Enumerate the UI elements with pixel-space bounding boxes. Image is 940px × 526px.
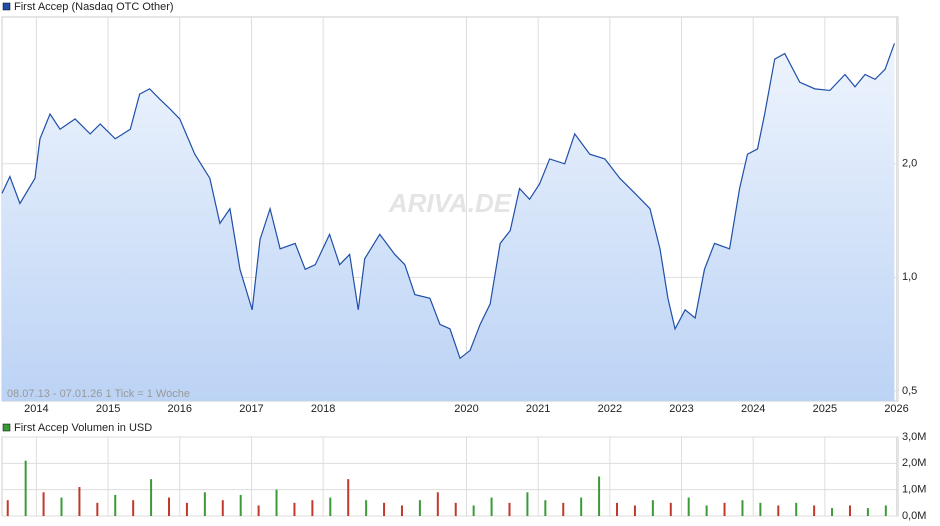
volume-bar: [741, 500, 744, 516]
y-tick-label: 3,0M: [902, 431, 926, 443]
volume-bar: [454, 502, 457, 516]
area: [2, 43, 895, 402]
y-tick-label: 2,0M: [902, 457, 926, 469]
x-tick-label: 2022: [598, 403, 622, 415]
volume-bar: [114, 494, 117, 516]
volume-bar: [221, 500, 224, 516]
price-line: [1, 43, 895, 360]
volume-bar: [436, 492, 439, 516]
volume-bar: [759, 502, 762, 516]
volume-bar: [257, 505, 260, 516]
volume-bar: [562, 502, 565, 516]
x-tick-label: 2016: [168, 403, 192, 415]
volume-bar: [490, 497, 493, 516]
legend-swatch: [2, 2, 11, 11]
volume-bar: [275, 489, 278, 516]
volume-bar: [42, 492, 45, 516]
volume-bar: [884, 505, 887, 516]
watermark: ARIVA.DE: [388, 188, 512, 218]
volume-bar: [24, 460, 27, 516]
chart-title: First Accep (Nasdaq OTC Other): [14, 1, 174, 13]
volume-bar: [544, 500, 547, 516]
volume-bar: [329, 497, 332, 516]
x-tick-label: 2017: [239, 403, 263, 415]
volume-bar: [400, 505, 403, 516]
x-tick-label: 2025: [813, 403, 837, 415]
volume-bar: [6, 500, 9, 516]
x-tick-label: 2026: [884, 403, 908, 415]
y-tick-label: 2,0: [902, 158, 917, 170]
volume-bar: [813, 505, 816, 516]
plot-area: [1, 436, 899, 517]
volume-bar: [687, 497, 690, 516]
volume-bar: [777, 505, 780, 516]
volume-bar: [168, 497, 171, 516]
legend-swatch: [2, 423, 11, 432]
volume-bar: [598, 476, 601, 516]
volume-bar: [866, 508, 869, 516]
volume-bar: [633, 505, 636, 516]
volume-bar: [185, 502, 188, 516]
volume-bar: [203, 492, 206, 516]
volume-bar: [705, 505, 708, 516]
y-tick-label: 0,0M: [902, 510, 926, 522]
volume-bar: [132, 500, 135, 516]
y-tick-label: 1,0M: [902, 484, 926, 496]
volume-bar: [651, 500, 654, 516]
volume-bar: [418, 500, 421, 516]
volume-bar: [96, 502, 99, 516]
x-tick-label: 2021: [526, 403, 550, 415]
volume-bar: [239, 494, 242, 516]
x-tick-label: 2024: [741, 403, 765, 415]
volume-bar: [795, 502, 798, 516]
volume-bar: [150, 479, 153, 516]
y-tick-label: 0,5: [902, 385, 917, 397]
volume-bar: [508, 502, 511, 516]
volume-bar: [78, 487, 81, 516]
volume-bar: [848, 505, 851, 516]
volume-bar: [365, 500, 368, 516]
volume-bar: [347, 479, 350, 516]
volume-bar: [616, 502, 619, 516]
volume-bar: [669, 502, 672, 516]
volume-bar: [293, 502, 296, 516]
volume-bar: [526, 492, 529, 516]
y-tick-label: 1,0: [902, 271, 917, 283]
volume-bar: [383, 502, 386, 516]
date-range: 08.07.13 - 07.01.26 1 Tick = 1 Woche: [7, 388, 190, 400]
x-tick-label: 2018: [311, 403, 335, 415]
volume-bar: [472, 505, 475, 516]
x-tick-label: 2023: [669, 403, 693, 415]
volume-bar: [831, 508, 834, 516]
volume-bar: [723, 502, 726, 516]
volume-bar: [580, 497, 583, 516]
x-tick-label: 2015: [96, 403, 120, 415]
x-tick-label: 2014: [24, 403, 48, 415]
volume-title: First Accep Volumen in USD: [14, 422, 152, 434]
volume-bar: [60, 497, 63, 516]
x-tick-label: 2020: [454, 403, 478, 415]
volume-bar: [311, 500, 314, 516]
